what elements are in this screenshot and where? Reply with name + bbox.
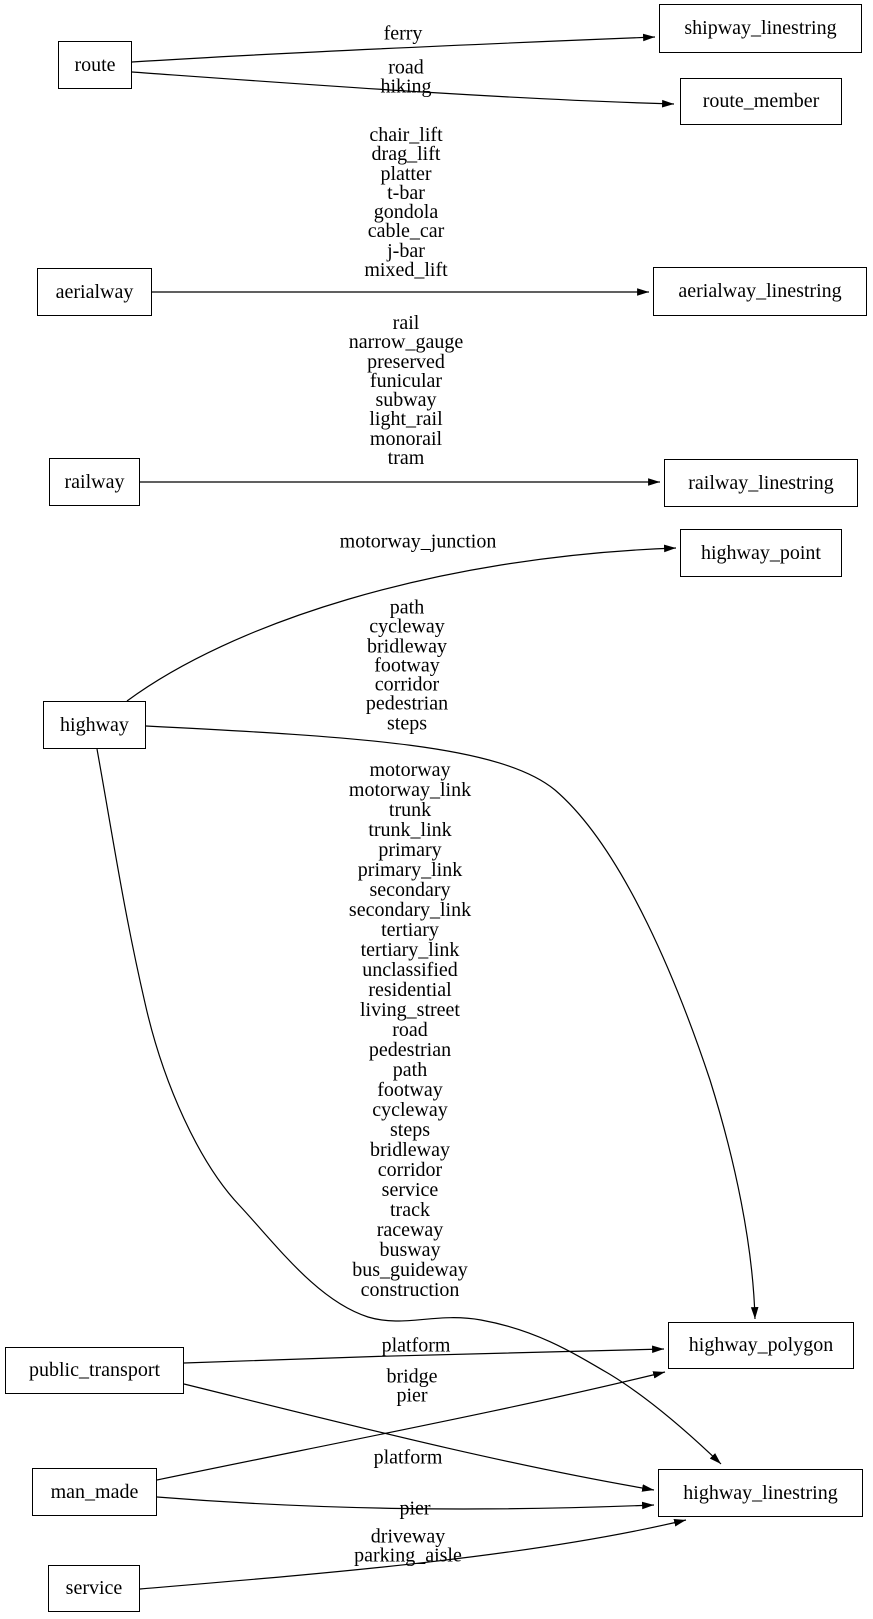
- edge-label-railway-values: rail narrow_gauge preserved funicular subway…: [348, 311, 464, 469]
- edge-label-platform-linestring: platform: [373, 1446, 443, 1469]
- edge-label-road-hiking: road hiking: [380, 56, 432, 98]
- edge-route-shipway_linestring: [131, 33, 656, 63]
- node-shipway_linestring: shipway_linestring: [659, 4, 862, 53]
- node-route_member: route_member: [680, 78, 842, 125]
- edge-highway-highway_linestring: [96, 748, 722, 1465]
- node-aerialway_linestring: aerialway_linestring: [653, 267, 867, 316]
- edge-man_made-highway_linestring: [156, 1496, 655, 1510]
- node-aerialway: aerialway: [37, 268, 152, 316]
- edge-label-driveway-parking_aisle: driveway parking_aisle: [354, 1525, 462, 1567]
- edge-man_made-highway_polygon: [156, 1371, 666, 1481]
- node-service: service: [48, 1565, 140, 1612]
- edge-highway-highway_polygon: [145, 725, 759, 1320]
- edge-label-highway-linestring-values: motorway motorway_link trunk trunk_link prim…: [348, 759, 472, 1301]
- node-public_transport: public_transport: [5, 1347, 184, 1394]
- node-label: shipway_linestring: [684, 17, 837, 39]
- node-label: highway_point: [701, 541, 821, 564]
- node-label: highway_polygon: [688, 1334, 834, 1356]
- node-highway_point: highway_point: [680, 529, 842, 577]
- node-label: public_transport: [28, 1359, 161, 1381]
- node-railway: railway: [49, 458, 140, 506]
- edge-label-pier: pier: [399, 1497, 431, 1520]
- edge-label-bridge-pier: bridge pier: [386, 1365, 438, 1407]
- node-label: highway_linestring: [683, 1481, 838, 1504]
- node-man_made: man_made: [32, 1468, 157, 1516]
- node-label: route_member: [702, 90, 820, 112]
- edge-service-highway_linestring: [139, 1519, 687, 1590]
- node-label: aerialway: [55, 280, 134, 303]
- edge-public_transport-highway_polygon: [183, 1345, 665, 1364]
- node-label: highway: [60, 713, 129, 736]
- node-label: man_made: [50, 1480, 139, 1503]
- node-railway_linestring: railway_linestring: [664, 459, 858, 507]
- node-route: route: [58, 41, 132, 89]
- node-label: aerialway_linestring: [678, 280, 842, 302]
- edge-highway-highway_point: [126, 544, 677, 702]
- node-label: route: [74, 53, 116, 76]
- node-highway: highway: [43, 701, 146, 749]
- edge-label-ferry: ferry: [383, 22, 423, 45]
- edge-label-motorway_junction: motorway_junction: [339, 530, 497, 553]
- node-label: service: [65, 1577, 123, 1599]
- node-highway_polygon: highway_polygon: [668, 1322, 854, 1369]
- node-label: railway: [64, 470, 125, 493]
- edge-route-route_member: [131, 71, 675, 108]
- node-label: railway_linestring: [688, 471, 834, 494]
- edge-public_transport-highway_linestring: [183, 1383, 655, 1492]
- edge-label-aerialway-values: chair_lift drag_lift platter t-bar gondola ca…: [364, 123, 448, 281]
- node-highway_linestring: highway_linestring: [658, 1469, 863, 1517]
- edge-label-platform-polygon: platform: [381, 1334, 451, 1357]
- edge-label-highway-polygon-values: path cycleway bridleway footway corridor pede…: [365, 596, 449, 735]
